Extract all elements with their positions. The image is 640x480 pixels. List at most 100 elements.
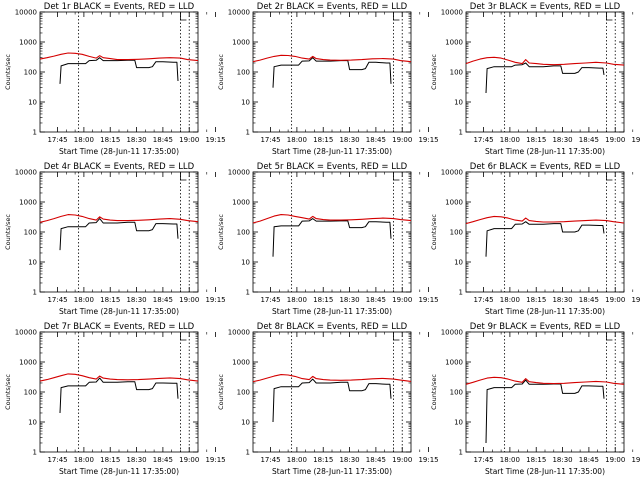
y-tick-label: 1	[459, 129, 463, 137]
y-tick-label: 1	[459, 289, 463, 297]
x-tick-label: 18:30	[126, 456, 146, 464]
x-tick-label: 19:15	[418, 456, 438, 464]
x-tick-label: 18:30	[339, 136, 359, 144]
y-axis-label: Counts/sec	[217, 374, 225, 410]
x-tick-label: 18:15	[100, 296, 120, 304]
x-tick-label: 18:45	[153, 136, 173, 144]
attenuator-bracket-mark	[393, 13, 400, 21]
y-tick-label: 1	[33, 449, 37, 457]
attenuator-bracket-mark	[393, 173, 400, 181]
x-axis-label: Start Time (28-Jun-11 17:35:00)	[485, 307, 605, 316]
x-tick-label: 18:15	[313, 456, 333, 464]
y-axis-label: Counts/sec	[430, 214, 438, 250]
y-tick-label: 10000	[15, 169, 37, 177]
y-tick-label: 100	[237, 229, 250, 237]
y-axis-label: Counts/sec	[4, 374, 12, 410]
y-tick-label: 1000	[445, 359, 463, 367]
chart-panel-3: Det 3r BLACK = Events, RED = LLD Counts/s…	[430, 2, 640, 156]
lld-series-line	[252, 374, 412, 383]
plot-frame	[252, 11, 412, 133]
y-tick-label: 1000	[445, 199, 463, 207]
x-tick-label: 18:00	[500, 136, 520, 144]
y-tick-label: 10	[454, 99, 463, 107]
y-axis-label: Counts/sec	[430, 374, 438, 410]
lld-series-line	[39, 214, 199, 223]
lld-series-line	[252, 214, 412, 224]
x-tick-label: 18:15	[526, 136, 546, 144]
chart-title: Det 2r BLACK = Events, RED = LLD	[257, 2, 408, 12]
x-axis-label: Start Time (28-Jun-11 17:35:00)	[272, 467, 392, 476]
y-tick-label: 100	[450, 389, 463, 397]
x-tick-label: 19:15	[205, 136, 225, 144]
x-tick-label: 18:30	[339, 296, 359, 304]
x-tick-label: 18:30	[126, 296, 146, 304]
chart-title: Det 6r BLACK = Events, RED = LLD	[470, 162, 621, 172]
x-tick-label: 18:30	[552, 296, 572, 304]
x-tick-label: 19:00	[179, 296, 199, 304]
events-series-line	[485, 379, 605, 444]
x-tick-label: 19:00	[392, 456, 412, 464]
y-tick-label: 10	[454, 419, 463, 427]
y-tick-label: 1000	[232, 199, 250, 207]
x-axis-label: Start Time (28-Jun-11 17:35:00)	[272, 147, 392, 156]
y-tick-label: 10000	[15, 9, 37, 17]
y-tick-label: 1000	[232, 359, 250, 367]
attenuator-bracket-mark	[180, 173, 187, 181]
x-tick-label: 18:00	[74, 296, 94, 304]
y-tick-label: 1000	[19, 39, 37, 47]
chart-title: Det 7r BLACK = Events, RED = LLD	[44, 322, 195, 332]
x-axis-label: Start Time (28-Jun-11 17:35:00)	[485, 467, 605, 476]
plot-frame	[39, 331, 199, 453]
x-tick-label: 18:15	[100, 136, 120, 144]
x-tick-label: 19:00	[179, 136, 199, 144]
plot-frame	[252, 171, 412, 293]
x-tick-label: 18:30	[126, 136, 146, 144]
x-tick-label: 18:15	[100, 456, 120, 464]
x-tick-label: 19:00	[392, 296, 412, 304]
y-tick-label: 10000	[441, 169, 463, 177]
lld-series-line	[39, 52, 199, 62]
x-tick-label: 18:00	[287, 136, 307, 144]
y-tick-label: 10000	[228, 329, 250, 337]
y-tick-label: 10	[28, 259, 37, 267]
events-series-line	[272, 57, 392, 88]
events-series-line	[485, 62, 605, 94]
y-axis-label: Counts/sec	[217, 54, 225, 90]
x-tick-label: 18:45	[153, 456, 173, 464]
attenuator-bracket-mark	[606, 173, 613, 181]
x-tick-label: 19:00	[179, 456, 199, 464]
x-tick-label: 18:45	[366, 456, 386, 464]
attenuator-bracket-mark	[393, 333, 400, 341]
y-tick-label: 10	[454, 259, 463, 267]
x-tick-label: 17:45	[47, 136, 67, 144]
x-tick-label: 18:30	[552, 456, 572, 464]
chart-title: Det 1r BLACK = Events, RED = LLD	[44, 2, 195, 12]
events-series-line	[59, 377, 179, 414]
x-tick-label: 19:00	[605, 456, 625, 464]
x-tick-label: 18:00	[500, 456, 520, 464]
y-tick-label: 100	[24, 389, 37, 397]
x-tick-label: 19:15	[418, 136, 438, 144]
x-tick-label: 19:15	[418, 296, 438, 304]
x-tick-label: 18:30	[339, 456, 359, 464]
chart-panel-2: Det 2r BLACK = Events, RED = LLD Counts/s…	[217, 2, 439, 156]
y-tick-label: 1000	[19, 359, 37, 367]
chart-panel-5: Det 5r BLACK = Events, RED = LLD Counts/s…	[217, 162, 439, 316]
x-tick-label: 18:15	[526, 296, 546, 304]
x-tick-label: 19:15	[631, 456, 640, 464]
chart-panel-6: Det 6r BLACK = Events, RED = LLD Counts/s…	[430, 162, 640, 316]
lld-series-line	[465, 56, 625, 66]
x-tick-label: 18:15	[313, 296, 333, 304]
y-tick-label: 10	[241, 259, 250, 267]
y-tick-label: 1	[459, 449, 463, 457]
y-tick-label: 10000	[228, 9, 250, 17]
x-tick-label: 17:45	[260, 296, 280, 304]
x-tick-label: 18:00	[287, 456, 307, 464]
x-tick-label: 17:45	[473, 296, 493, 304]
x-tick-label: 17:45	[473, 136, 493, 144]
y-tick-label: 100	[24, 69, 37, 77]
attenuator-bracket-mark	[180, 13, 187, 21]
y-tick-label: 100	[24, 229, 37, 237]
attenuator-bracket-mark	[606, 333, 613, 341]
